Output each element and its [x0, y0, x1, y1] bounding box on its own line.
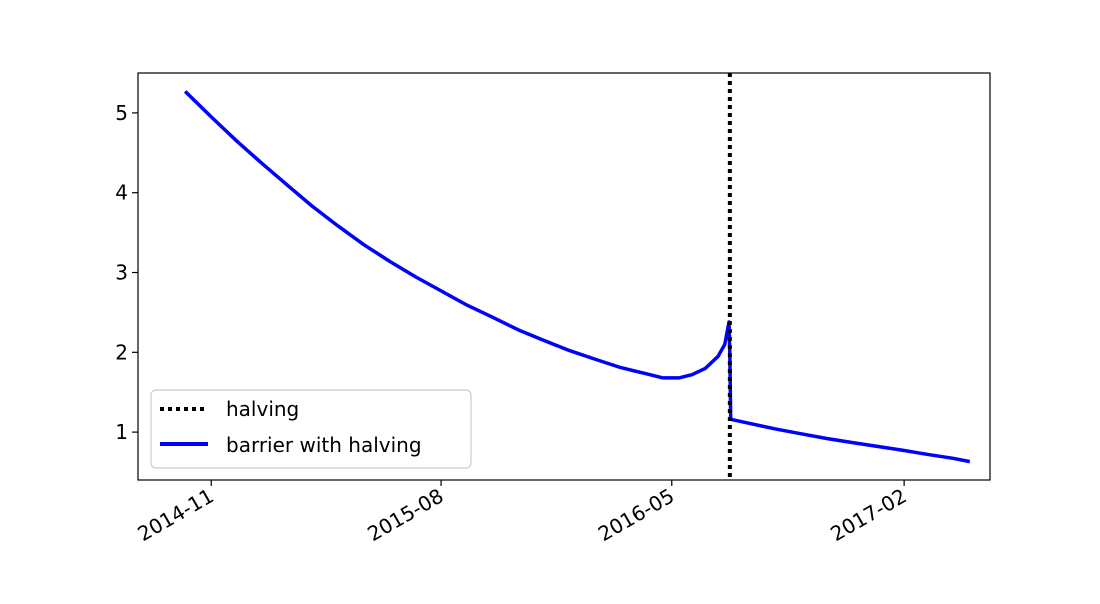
y-tick-label: 3 — [115, 261, 128, 285]
y-tick-label: 4 — [115, 181, 128, 205]
legend-label-barrier-with-halving: barrier with halving — [226, 433, 422, 457]
y-tick-label: 1 — [115, 420, 128, 444]
legend-label-halving: halving — [226, 397, 299, 421]
legend-box — [150, 389, 472, 469]
y-axis: 1 2 3 4 5 — [115, 101, 138, 444]
legend: halving barrier with halving — [150, 389, 472, 469]
y-tick-label: 5 — [115, 101, 128, 125]
y-tick-label: 2 — [115, 340, 128, 364]
plot-frame — [137, 72, 991, 481]
series-line-1 — [183, 90, 971, 464]
plot-area — [183, 73, 971, 480]
